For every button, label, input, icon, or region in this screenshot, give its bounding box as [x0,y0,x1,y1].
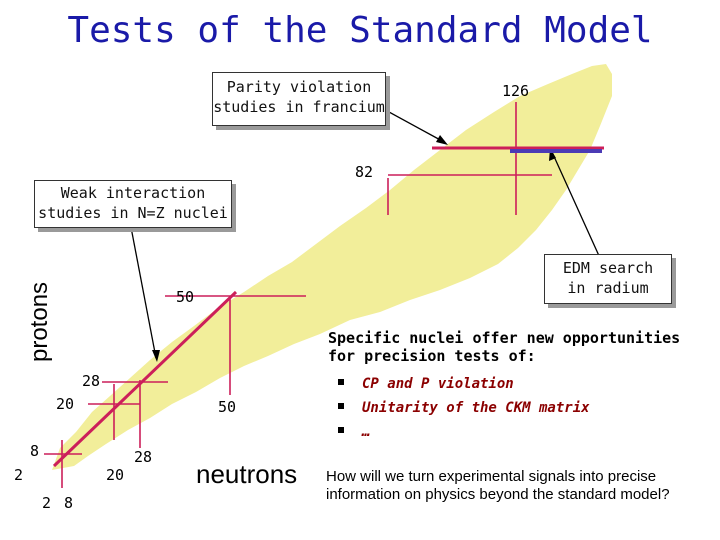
bullet-square-icon [338,379,344,385]
magic-label-28-proton: 28 [82,372,101,390]
parity-callout-line2: studies in francium [213,98,385,116]
list-item-text: CP and P violation [362,376,514,392]
magic-label-2-proton: 2 [14,466,24,484]
opportunities-heading: Specific nuclei offer new opportunities … [328,329,681,365]
parity-arrowhead [436,135,448,145]
stability-band [52,64,612,470]
weak-callout-line1: Weak interaction [60,184,206,202]
list-item: … [338,420,590,444]
bullet-square-icon [338,427,344,433]
closing-question: How will we turn experimental signals in… [326,468,670,503]
magic-label-28-neutron: 28 [134,448,153,466]
list-item-text: Unitarity of the CKM matrix [362,400,590,416]
magic-label-2-neutron: 2 [42,494,52,512]
magic-label-126: 126 [502,82,530,100]
magic-label-20-proton: 20 [56,395,75,413]
list-item: CP and P violation [338,372,590,396]
edm-callout-line2: in radium [567,279,649,297]
parity-callout-line1: Parity violation [226,78,372,96]
n-equals-z-line [52,290,238,468]
magic-label-50-neutron: 50 [218,398,237,416]
y-axis-label: protons [26,281,53,362]
magic-label-50-proton: 50 [176,288,195,306]
edm-callout: EDM search in radium [544,254,672,304]
edm-arrow [551,151,601,259]
weak-callout-line2: studies in N=Z nuclei [38,204,228,222]
list-item-text: … [362,424,371,440]
magic-lines [44,102,604,488]
weak-arrowhead [152,350,160,362]
edm-callout-line1: EDM search [562,259,654,277]
parity-callout: Parity violation studies in francium [212,72,386,126]
weak-arrow [129,221,157,359]
magic-label-20-neutron: 20 [106,466,125,484]
list-item: Unitarity of the CKM matrix [338,396,590,420]
opportunities-list: CP and P violation Unitarity of the CKM … [338,372,590,444]
magic-label-82: 82 [355,163,374,181]
slide-title: Tests of the Standard Model [67,10,653,51]
bullet-square-icon [338,403,344,409]
weak-callout: Weak interaction studies in N=Z nuclei [34,180,232,228]
magic-label-8-proton: 8 [30,442,40,460]
x-axis-label: neutrons [196,459,298,489]
magic-label-8-neutron: 8 [64,494,74,512]
